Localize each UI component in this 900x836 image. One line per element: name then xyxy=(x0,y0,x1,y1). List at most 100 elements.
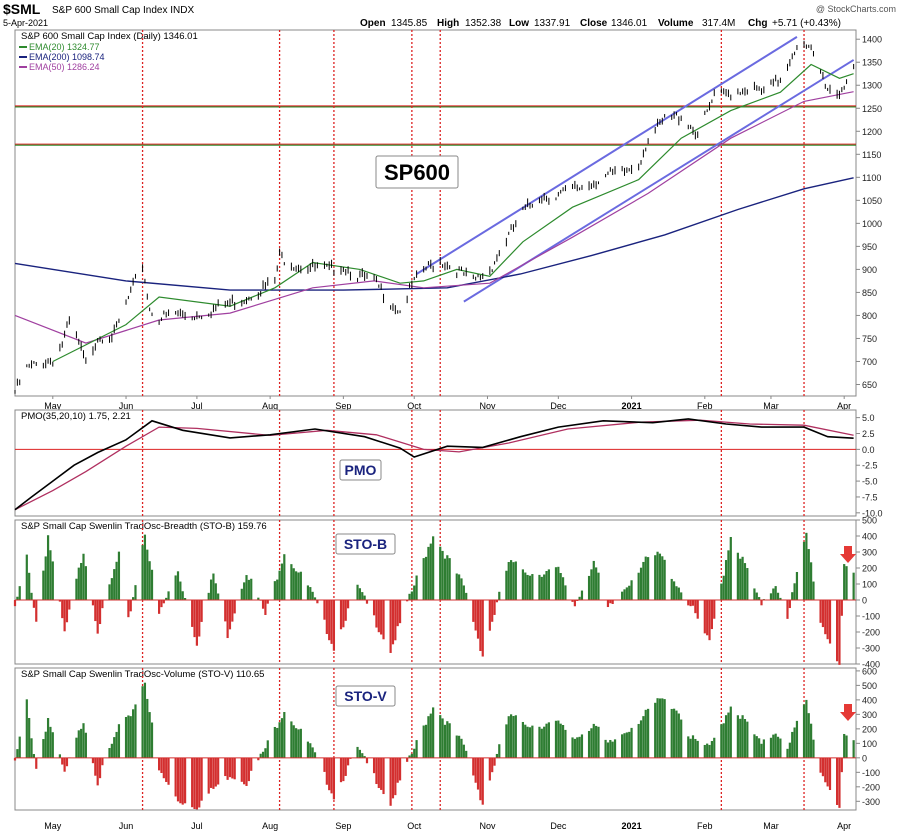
sto-b-bar xyxy=(92,600,94,605)
sto-v-bar xyxy=(210,758,212,788)
sto-v-bar xyxy=(763,739,765,757)
sto-b-bar xyxy=(595,567,597,600)
sto-b-bar xyxy=(82,554,84,600)
sto-b-bar xyxy=(191,600,193,627)
sto-v-bar xyxy=(758,738,760,758)
sto-v-bar xyxy=(680,720,682,758)
sto-b-bar xyxy=(144,535,146,600)
sto-v-bar xyxy=(390,758,392,806)
sto-b-bar xyxy=(753,588,755,600)
sto-b-bar xyxy=(793,583,795,600)
sto-v-bar xyxy=(704,745,706,758)
sto-b-bar xyxy=(482,600,484,657)
sto-v-bar xyxy=(609,740,611,758)
legend-entry: EMA(50) 1286.24 xyxy=(29,62,100,72)
sto-v-bar xyxy=(201,758,203,801)
sto-b-bar xyxy=(789,600,791,608)
sto-v-bar xyxy=(515,715,517,758)
sto-v-bar xyxy=(829,758,831,790)
sto-b-bar xyxy=(283,554,285,600)
sto-v-bar xyxy=(356,747,358,758)
sto-v-bar xyxy=(427,716,429,758)
sto-v-bar xyxy=(654,703,656,758)
sto-v-bar xyxy=(250,758,252,771)
sto-b-bar xyxy=(347,600,349,608)
sto-b-bar xyxy=(720,584,722,600)
sto-b-bar xyxy=(737,553,739,600)
sto-v-bar xyxy=(224,758,226,776)
x-tick-label-bottom: Jun xyxy=(119,821,134,831)
sto-v-bar xyxy=(130,716,132,758)
sto-v-bar xyxy=(642,716,644,758)
sto-b-bar xyxy=(463,585,465,600)
sto-v-bar xyxy=(770,738,772,758)
sto-b-bar xyxy=(472,600,474,622)
sto-v-bar xyxy=(309,743,311,758)
sto-b-bar xyxy=(739,559,741,600)
sto-b-bar xyxy=(805,533,807,600)
sto-v-bar xyxy=(151,722,153,757)
sto-b-bar xyxy=(85,566,87,600)
sto-v-bar xyxy=(241,758,243,782)
sto-v-bar xyxy=(425,725,427,758)
sto-b-bar xyxy=(458,574,460,600)
sto-v-bar xyxy=(16,749,18,758)
sto-b-bar xyxy=(356,585,358,600)
sto-v-bar xyxy=(593,724,595,758)
y-tick-label: 500 xyxy=(862,516,877,526)
sto-v-bar xyxy=(78,730,80,758)
sto-b-bar xyxy=(456,574,458,600)
sto-b-bar xyxy=(744,563,746,600)
sto-v-bar xyxy=(399,758,401,781)
sto-v-bar xyxy=(397,758,399,783)
sto-b-bar xyxy=(642,562,644,600)
x-tick-label-bottom: Jul xyxy=(191,821,203,831)
sto-b-bar xyxy=(704,600,706,633)
y-tick-label: 600 xyxy=(862,666,877,676)
sto-b-bar xyxy=(522,569,524,600)
sto-v-bar xyxy=(328,758,330,790)
sto-b-bar xyxy=(342,600,344,627)
sto-v-bar xyxy=(394,758,396,795)
sto-v-bar xyxy=(465,751,467,758)
sto-b-bar xyxy=(113,569,115,600)
sto-b-bar xyxy=(645,557,647,600)
sto-v-bar xyxy=(111,744,113,758)
sto-v-bar xyxy=(810,724,812,758)
sto-v-bar xyxy=(607,742,609,757)
sto-v-bar xyxy=(562,725,564,758)
sto-b-bar xyxy=(671,579,673,600)
sto-b-bar xyxy=(843,564,845,600)
sto-v-bar xyxy=(524,725,526,758)
sto-b-bar xyxy=(224,600,226,621)
sto-v-bar xyxy=(278,722,280,758)
plot-area: 6507007508008509009501000105011001150120… xyxy=(14,30,883,831)
sto-b-bar xyxy=(212,574,214,600)
sto-b-bar xyxy=(597,573,599,600)
sto-b-bar xyxy=(392,600,394,644)
sto-v-bar xyxy=(508,716,510,758)
y-tick-label: -200 xyxy=(862,628,880,638)
sto-v-bar xyxy=(460,739,462,758)
sto-v-bar xyxy=(82,723,84,758)
sto-v-bar xyxy=(165,758,167,782)
sto-v-bar xyxy=(49,727,51,758)
sto-b-bar xyxy=(770,593,772,600)
sto-b-bar xyxy=(590,569,592,600)
y-tick-label: -7.5 xyxy=(862,492,878,502)
sto-b-bar xyxy=(227,600,229,638)
panel-title-pmo: PMO(35,20,10) 1.75, 2.21 xyxy=(21,411,131,422)
sto-b-bar xyxy=(654,555,656,600)
sto-v-bar xyxy=(656,698,658,758)
sto-v-bar xyxy=(175,758,177,797)
sto-b-bar xyxy=(543,574,545,600)
sto-b-bar xyxy=(115,562,117,600)
sto-b-bar xyxy=(562,577,564,600)
sto-v-bar xyxy=(628,732,630,758)
sto-b-bar xyxy=(30,593,32,600)
sto-v-bar xyxy=(479,758,481,800)
sto-v-bar xyxy=(510,714,512,758)
sto-b-bar xyxy=(333,600,335,651)
sto-v-bar xyxy=(267,740,269,757)
